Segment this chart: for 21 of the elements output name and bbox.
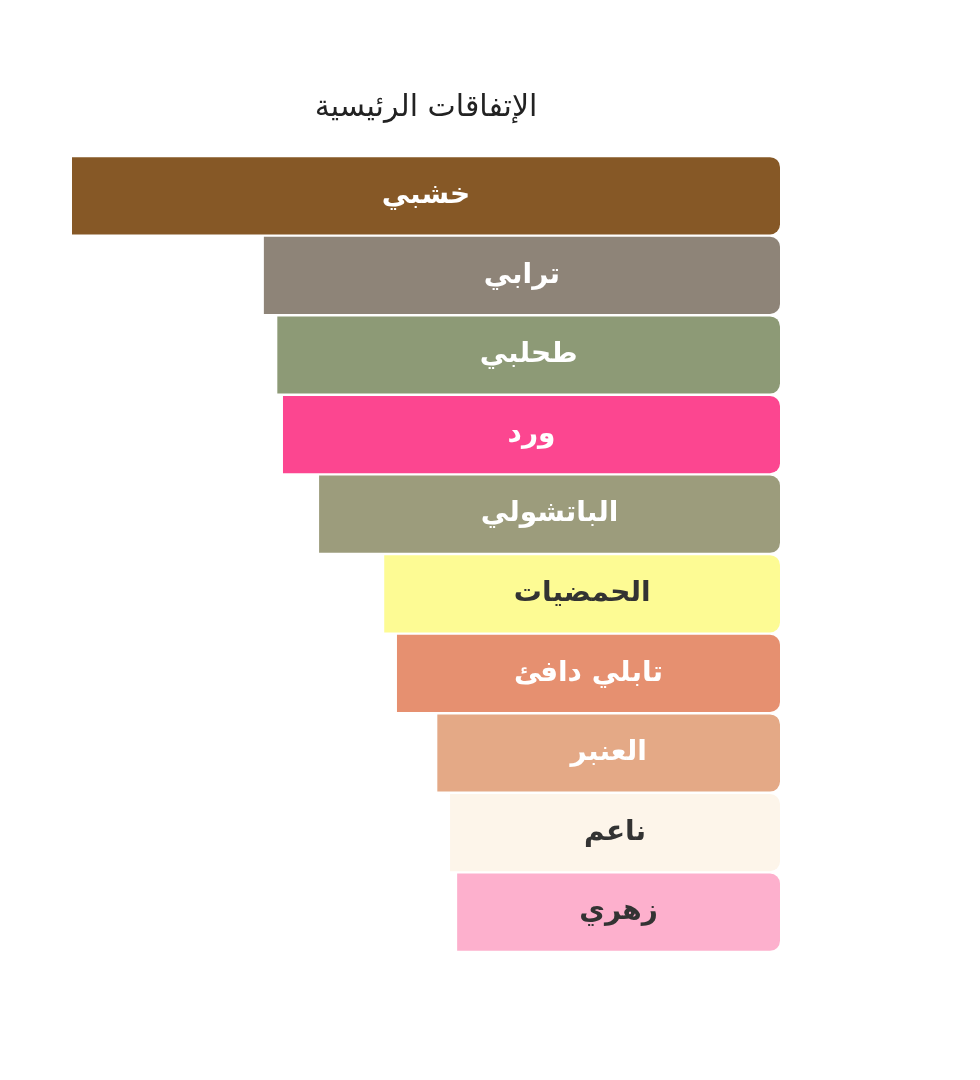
y-tick-label: خشبي bbox=[381, 177, 471, 211]
bar bbox=[437, 714, 780, 792]
bar bbox=[384, 555, 780, 633]
bar bbox=[72, 157, 780, 235]
y-tick-label: الحمضيات bbox=[513, 575, 651, 609]
bar bbox=[396, 634, 780, 713]
bar bbox=[450, 793, 780, 872]
y-tick-label: العنبر bbox=[568, 734, 647, 768]
bar bbox=[457, 873, 780, 951]
y-tick-label: ورد bbox=[507, 415, 556, 449]
bar bbox=[263, 236, 780, 315]
bar bbox=[282, 395, 780, 474]
bar bbox=[319, 475, 780, 553]
y-tick-label: ناعم bbox=[583, 813, 647, 847]
bar bbox=[277, 316, 780, 394]
y-tick-label: طحلبي bbox=[479, 336, 578, 370]
y-tick-label: الباتشولي bbox=[480, 495, 619, 529]
y-tick-label: زهري bbox=[579, 893, 658, 927]
y-tick-label: تابلي دافئ bbox=[513, 654, 663, 688]
y-tick-label: ترابي bbox=[483, 256, 561, 290]
chart-title: الإتفاقات الرئيسية bbox=[314, 87, 538, 124]
